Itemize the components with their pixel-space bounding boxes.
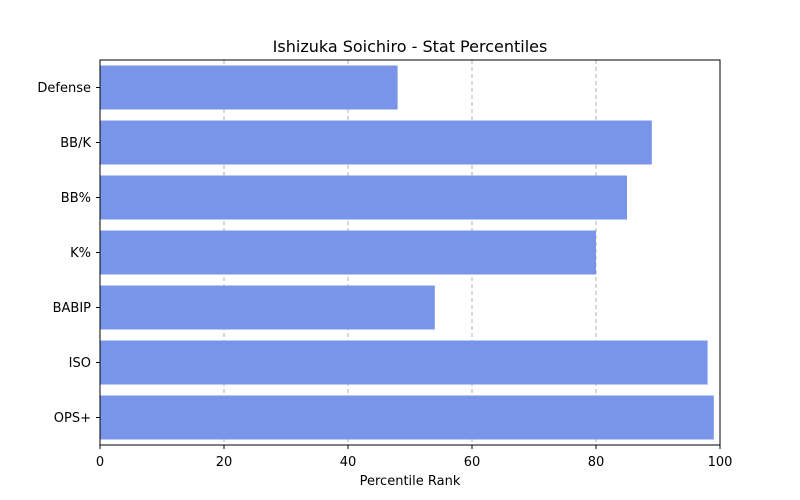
bars-layer [100,65,714,440]
x-tick-label: 80 [588,455,605,470]
bar [100,340,708,385]
bar [100,230,596,275]
y-tick-label: BB% [61,191,91,206]
bar [100,120,652,165]
y-tick-label: K% [70,246,91,261]
x-tick-label: 0 [96,455,104,470]
bar [100,285,435,330]
bar [100,175,627,220]
x-axis-title: Percentile Rank [360,474,461,489]
y-tick-label: BB/K [60,136,91,151]
x-tick-label: 40 [340,455,357,470]
x-tick-label: 20 [216,455,233,470]
plot-frame [99,59,721,446]
x-tick-label: 100 [708,455,733,470]
bar [100,65,398,110]
y-tick-label: Defense [37,81,91,96]
x-tick-label: 60 [464,455,481,470]
bar [100,395,714,440]
y-tick-label: OPS+ [54,411,91,426]
y-tick-label: BABIP [53,301,92,316]
axes-layer: OPS+ ISO BABIP K% BB% BB/K Defense 0 20 40 60 80 100 [37,59,733,470]
chart-title: Ishizuka Soichiro - Stat Percentiles [273,37,548,56]
y-tick-label: ISO [69,356,91,371]
